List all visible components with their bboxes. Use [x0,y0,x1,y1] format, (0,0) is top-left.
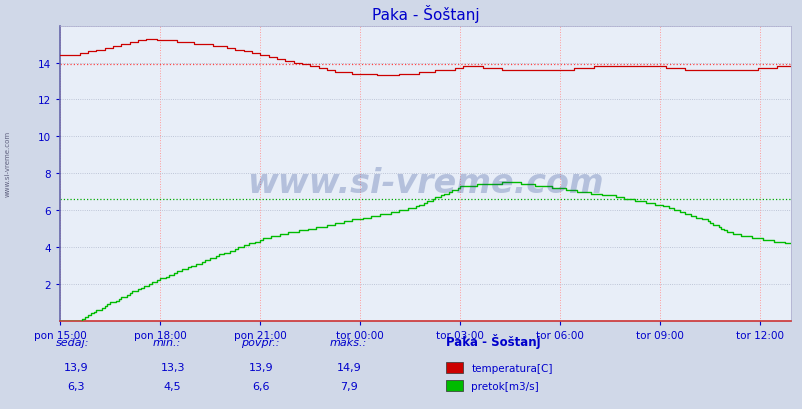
Text: 13,3: 13,3 [160,362,184,372]
Text: povpr.:: povpr.: [241,337,279,348]
Text: 7,9: 7,9 [340,381,358,391]
Text: 13,9: 13,9 [64,362,88,372]
Text: temperatura[C]: temperatura[C] [471,363,552,373]
Text: min.:: min.: [152,337,180,348]
Text: Paka - Šoštanj: Paka - Šoštanj [445,334,540,348]
Text: www.si-vreme.com: www.si-vreme.com [247,166,603,199]
Text: maks.:: maks.: [329,337,366,348]
Text: 6,3: 6,3 [67,381,85,391]
Title: Paka - Šoštanj: Paka - Šoštanj [371,4,479,22]
Text: www.si-vreme.com: www.si-vreme.com [5,130,11,197]
Text: sedaj:: sedaj: [56,337,90,348]
Text: 6,6: 6,6 [252,381,269,391]
Text: 4,5: 4,5 [164,381,181,391]
Text: pretok[m3/s]: pretok[m3/s] [471,381,538,391]
Text: 13,9: 13,9 [249,362,273,372]
Text: 14,9: 14,9 [337,362,361,372]
